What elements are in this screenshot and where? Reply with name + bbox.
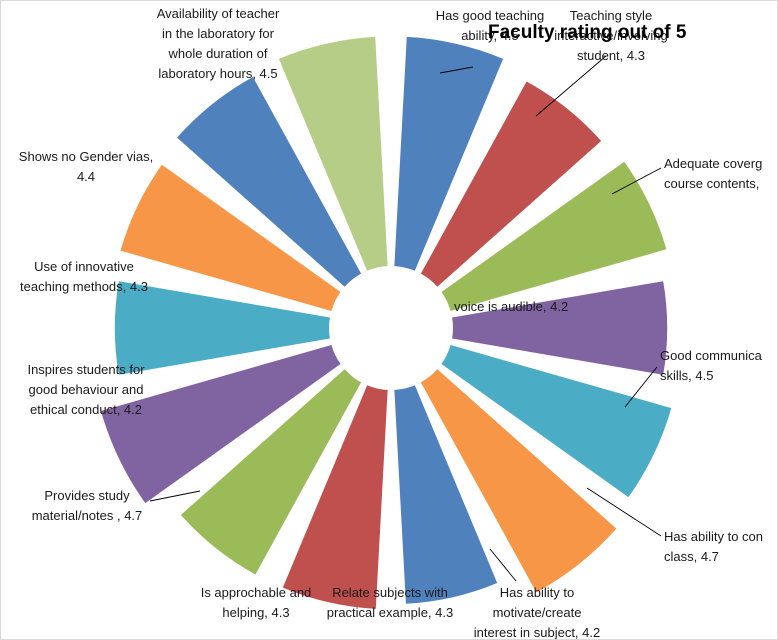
chart-title: Faculty rating out of 5 — [488, 22, 687, 43]
label-line: in the laboratory for — [162, 26, 275, 41]
label-line: ethical conduct, 4.2 — [30, 402, 142, 417]
slice-relate-subjects-with-practical-example — [282, 385, 388, 609]
label-line: Has ability to con — [664, 529, 763, 544]
leader-line — [611, 167, 662, 195]
slice-good-communication-skills — [441, 345, 672, 498]
label-line: teaching methods, 4.3 — [20, 279, 148, 294]
data-label-relate-subjects-with-practical-example: Relate subjects with practical example, 4… — [327, 585, 453, 620]
leader-line — [535, 55, 607, 117]
label-line: material/notes , 4.7 — [32, 508, 143, 523]
data-label-inspires-students-for-good-behaviour-and-ethical-conduct: Inspires students for good behaviour and e… — [27, 362, 145, 417]
leader-line — [149, 490, 201, 502]
data-label-has-ability-to-motivate-create-interest-in-subject: Has ability to motivate/create interest in… — [474, 585, 600, 640]
label-line: Adequate coverg — [664, 156, 762, 171]
label-line: motivate/create — [493, 605, 582, 620]
label-line: Use of innovative — [34, 259, 134, 274]
data-label-availability-of-teacher-in-the-laboratory-for-whole-duration-of-laboratory-hours: Availability of teacher in the laboratory… — [157, 6, 280, 81]
slice-teaching-style-interactive-involving-student — [420, 81, 602, 287]
slice-has-ability-to-motivate-create-interest-in-subject — [394, 385, 498, 604]
data-label-use-of-innovative-teaching-methods: Use of innovative teaching methods, 4.3 — [20, 259, 148, 294]
data-label-teaching-style-interactive-involving-student: Teaching style interactive/involving stude… — [554, 8, 667, 63]
leader-line — [439, 66, 474, 74]
data-label-has-good-teaching-ability: Has good teaching ability, 4.5 — [436, 8, 544, 43]
slice-is-approchable-and-helping — [180, 369, 362, 575]
slice-has-good-teaching-ability — [394, 36, 504, 271]
label-line: voice is audible, 4.2 — [454, 299, 568, 314]
data-label-adequate-covergae-of-course-contents: Adequate coverg course contents, — [664, 156, 762, 191]
label-line: Good communica — [660, 348, 763, 363]
data-label-provides-study-material-notes: Provides study material/notes , 4.7 — [32, 488, 143, 523]
label-line: Teaching style — [570, 8, 652, 23]
label-line: skills, 4.5 — [660, 368, 713, 383]
label-line: interest in subject, 4.2 — [474, 625, 600, 640]
data-label-shows-no-gender-vias: Shows no Gender vias, 4.4 — [19, 149, 153, 184]
data-label-voice-is-audible: voice is audible, 4.2 — [454, 299, 568, 314]
label-line: interactive/involving — [554, 28, 667, 43]
label-line: 4.4 — [77, 169, 95, 184]
slice-has-ability-to-control-class — [420, 369, 617, 593]
label-line: ability, 4.5 — [461, 28, 519, 43]
data-label-is-approchable-and-helping: Is approchable and helping, 4.3 — [201, 585, 312, 620]
chart-slices — [100, 36, 672, 609]
label-line: student, 4.3 — [577, 48, 645, 63]
leader-line — [624, 366, 658, 408]
leader-line — [586, 487, 662, 537]
label-line: class, 4.7 — [664, 549, 719, 564]
label-line: Is approchable and — [201, 585, 312, 600]
label-line: Has ability to — [500, 585, 574, 600]
label-line: Shows no Gender vias, — [19, 149, 153, 164]
slice-provides-study-material-notes — [100, 345, 341, 504]
label-line: Provides study — [44, 488, 130, 503]
slice-voice-is-audible — [452, 281, 668, 375]
slice-shows-no-gender-vias — [177, 77, 362, 287]
slice-use-of-innovative-teaching-methods — [120, 164, 341, 311]
data-label-good-communication-skills: Good communica skills, 4.5 — [660, 348, 763, 383]
label-line: helping, 4.3 — [222, 605, 289, 620]
data-label-has-ability-to-control-class: Has ability to con class, 4.7 — [664, 529, 763, 564]
data-labels: Has good teaching ability, 4.5 Teaching st… — [19, 6, 763, 640]
slice-inspires-students-for-good-behaviour-and-ethical-conduct — [114, 281, 330, 375]
label-line: whole duration of — [167, 46, 267, 61]
label-line: Availability of teacher — [157, 6, 280, 21]
label-line: Has good teaching — [436, 8, 544, 23]
leader-line — [489, 548, 517, 582]
label-line: Relate subjects with — [332, 585, 448, 600]
label-line: good behaviour and — [29, 382, 144, 397]
label-line: practical example, 4.3 — [327, 605, 453, 620]
label-line: laboratory hours, 4.5 — [158, 66, 277, 81]
slice-availability-of-teacher-in-the-laboratory-for-whole-duration-of-laboratory-hours — [278, 36, 388, 271]
leader-lines — [149, 55, 662, 582]
label-line: Inspires students for — [27, 362, 145, 377]
label-line: course contents, — [664, 176, 759, 191]
slice-adequate-covergae-of-course-contents — [441, 161, 667, 311]
